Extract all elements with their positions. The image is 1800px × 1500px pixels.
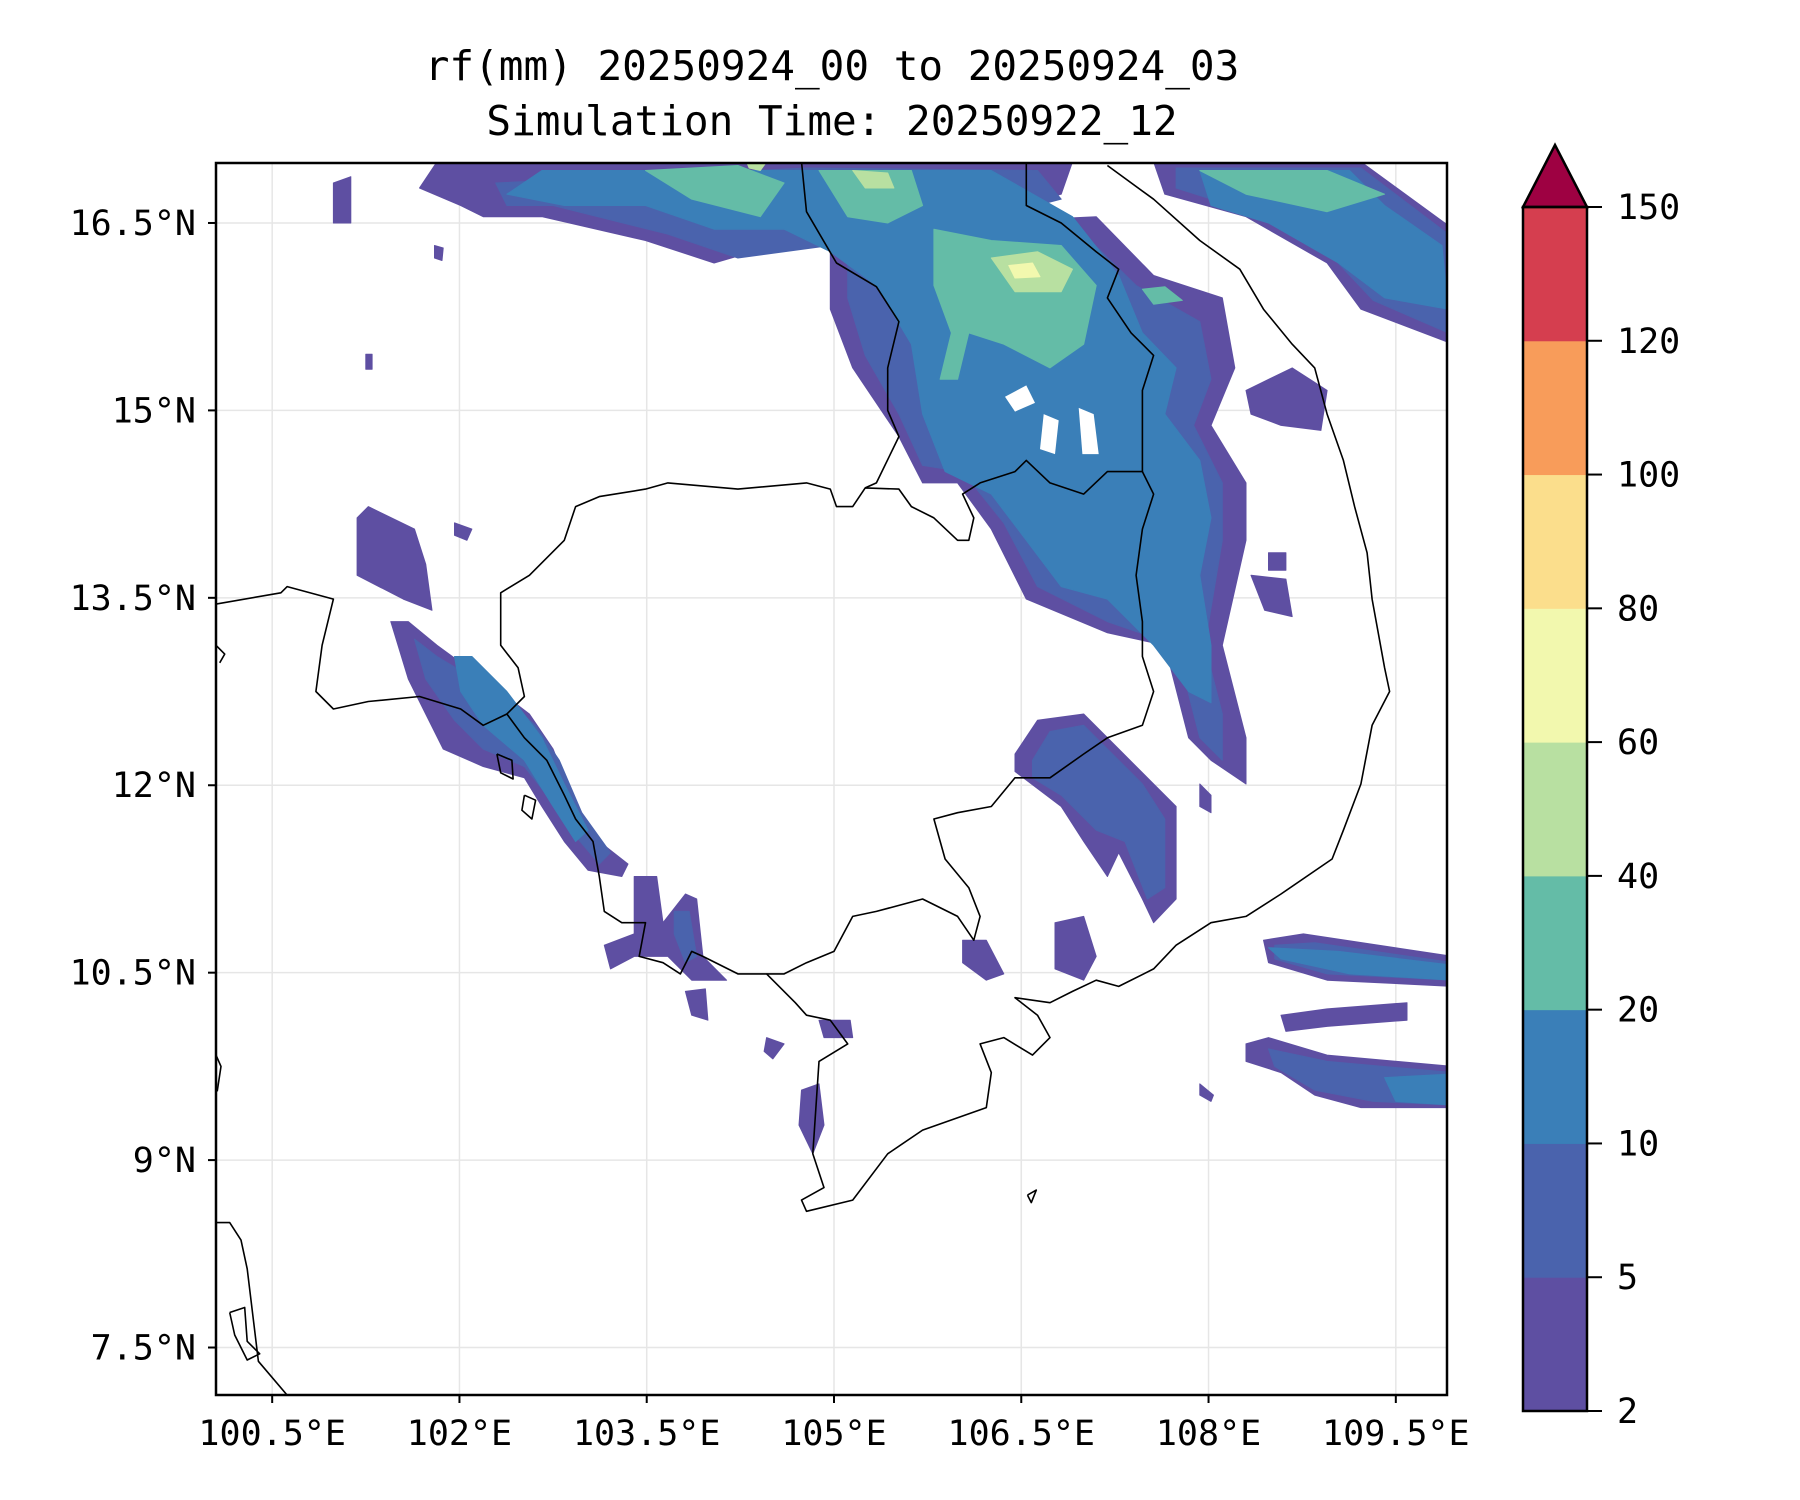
x-tick-label: 106.5°E [948, 1414, 1096, 1454]
rain-region-level-3 [1141, 286, 1183, 305]
rain-region-level-0 [763, 1037, 785, 1060]
y-axis-ticks: 16.5°N 15°N 13.5°N 12°N 10.5°N 9°N 7.5°N [70, 204, 216, 1369]
rain-region-level-3 [645, 165, 785, 218]
x-tick-label: 103.5°E [573, 1414, 721, 1454]
rain-region-level-0 [1245, 367, 1328, 431]
rain-region-level-2 [1384, 1073, 1447, 1106]
colorbar-segment [1523, 207, 1587, 342]
rain-region-level-0 [1268, 552, 1287, 571]
x-tick-label: 102°E [407, 1414, 512, 1454]
colorbar-segment [1523, 875, 1587, 1011]
colorbar-tick-label: 100 [1617, 456, 1680, 496]
coastline [216, 644, 226, 664]
coastline [499, 459, 1143, 715]
rain-region-level-0 [962, 939, 1005, 981]
colorbar-extend-arrow [1520, 142, 1590, 209]
gridlines [216, 163, 1447, 1395]
colorbar-segment [1523, 1277, 1587, 1412]
colorbar-frame [1521, 205, 1589, 1413]
rain-region-level-0 [365, 353, 373, 370]
y-tick-label: 7.5°N [91, 1329, 196, 1369]
coastline [228, 1306, 261, 1361]
rain-region-level-4 [852, 170, 895, 189]
coastlines-borders [216, 163, 1391, 1395]
rain-region-level-0 [332, 176, 352, 224]
colorbar-segment [1523, 474, 1587, 609]
coastline [216, 1221, 289, 1395]
rain-region-level-0 [1054, 915, 1097, 981]
colorbar: 2 5 10 20 40 60 80 100 120 150 [1520, 142, 1680, 1432]
rain-region-level-0 [434, 245, 444, 261]
rain-region-level-4 [746, 163, 767, 171]
coastline [216, 164, 1391, 1213]
colorbar-segment [1523, 608, 1587, 743]
coastline [800, 163, 900, 489]
y-tick-label: 9°N [133, 1141, 196, 1181]
rain-region-level-3 [818, 170, 924, 224]
colorbar-tick-label: 150 [1617, 188, 1680, 228]
x-axis-ticks: 100.5°E 102°E 103.5°E 105°E 106.5°E 108°E 109.… [198, 1395, 1470, 1454]
rain-region-level-0 [454, 522, 473, 541]
rain-region-level-0 [684, 988, 709, 1021]
colorbar-tick-label: 40 [1617, 857, 1659, 897]
rain-region-level-0 [1199, 1083, 1214, 1102]
rain-region-level-0 [798, 1083, 825, 1155]
colorbar-tick-label: 60 [1617, 723, 1659, 763]
y-tick-label: 13.5°N [70, 579, 196, 619]
colorbar-segment [1523, 340, 1587, 476]
colorbar-tick-label: 10 [1617, 1124, 1659, 1164]
y-tick-label: 10.5°N [70, 954, 196, 994]
coastline [766, 471, 1155, 975]
rain-region-level-2 [454, 656, 589, 842]
coastline [1026, 1189, 1038, 1204]
rain-region-level-5 [1008, 262, 1041, 279]
coastline [496, 753, 514, 780]
colorbar-segment [1523, 1009, 1587, 1144]
colorbar-tick-label: 80 [1617, 589, 1659, 629]
rainfall-contours [332, 163, 1447, 1155]
coastline [216, 1054, 222, 1092]
map-frame [214, 161, 1449, 1397]
colorbar-tick-label: 5 [1617, 1258, 1638, 1298]
rain-region-level-0 [1199, 783, 1212, 814]
rain-region-level-2 [1268, 947, 1447, 981]
x-tick-label: 108°E [1156, 1414, 1261, 1454]
rain-region-level-0 [356, 506, 433, 611]
dry-hole [1078, 407, 1099, 455]
y-tick-label: 16.5°N [70, 204, 196, 244]
dry-hole [1040, 414, 1059, 455]
x-tick-label: 105°E [781, 1414, 886, 1454]
colorbar-tick-label: 20 [1617, 991, 1659, 1031]
rain-region-level-3 [1199, 170, 1386, 213]
y-tick-label: 12°N [112, 766, 196, 806]
colorbar-segment [1523, 1143, 1587, 1278]
colorbar-tick-label: 2 [1617, 1392, 1638, 1432]
x-tick-label: 109.5°E [1322, 1414, 1470, 1454]
colorbar-segment [1523, 742, 1587, 877]
dry-hole [1005, 385, 1035, 412]
y-tick-label: 15°N [112, 391, 196, 431]
rain-region-level-0 [1280, 1002, 1408, 1032]
rain-region-level-1 [673, 910, 698, 964]
coastline [521, 794, 537, 820]
chart-title-line-1: rf(mm) 20250924_00 to 20250924_03 [425, 42, 1240, 90]
colorbar-tick-label: 120 [1617, 322, 1680, 362]
chart-title-line-2: Simulation Time: 20250922_12 [486, 97, 1177, 145]
rain-region-level-1 [1032, 724, 1166, 900]
coastline [1025, 163, 1155, 472]
rain-region-level-0 [1250, 574, 1293, 618]
x-tick-label: 100.5°E [198, 1414, 346, 1454]
